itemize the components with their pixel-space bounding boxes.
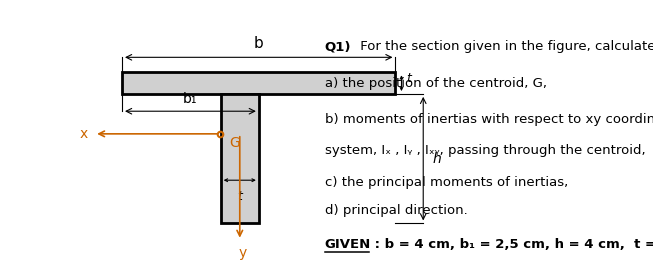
Bar bbox=[221, 94, 259, 223]
Text: system, Iₓ , Iᵧ , Iₓᵧ, passing through the centroid,: system, Iₓ , Iᵧ , Iₓᵧ, passing through t… bbox=[325, 144, 645, 157]
Text: t: t bbox=[237, 190, 242, 203]
Text: a) the position of the centroid, G,: a) the position of the centroid, G, bbox=[325, 77, 547, 90]
Text: d) principal direction.: d) principal direction. bbox=[325, 204, 468, 217]
Text: Q1): Q1) bbox=[325, 40, 351, 53]
Text: b₁: b₁ bbox=[183, 92, 198, 106]
Text: G: G bbox=[229, 136, 240, 150]
Text: x: x bbox=[80, 127, 88, 141]
Text: c) the principal moments of inertias,: c) the principal moments of inertias, bbox=[325, 176, 568, 189]
Text: t: t bbox=[407, 72, 411, 85]
Text: GIVEN: GIVEN bbox=[325, 239, 371, 251]
Text: : b = 4 cm, b₁ = 2,5 cm, h = 4 cm,  t = 0,4 cm: : b = 4 cm, b₁ = 2,5 cm, h = 4 cm, t = 0… bbox=[370, 239, 653, 251]
Text: h: h bbox=[432, 152, 441, 166]
Text: y: y bbox=[238, 246, 246, 260]
Bar bbox=[122, 73, 396, 94]
Text: b) moments of inertias with respect to xy coordinate: b) moments of inertias with respect to x… bbox=[325, 113, 653, 126]
Text: b: b bbox=[254, 36, 264, 51]
Text: For the section given in the figure, calculate: For the section given in the figure, cal… bbox=[356, 40, 653, 53]
